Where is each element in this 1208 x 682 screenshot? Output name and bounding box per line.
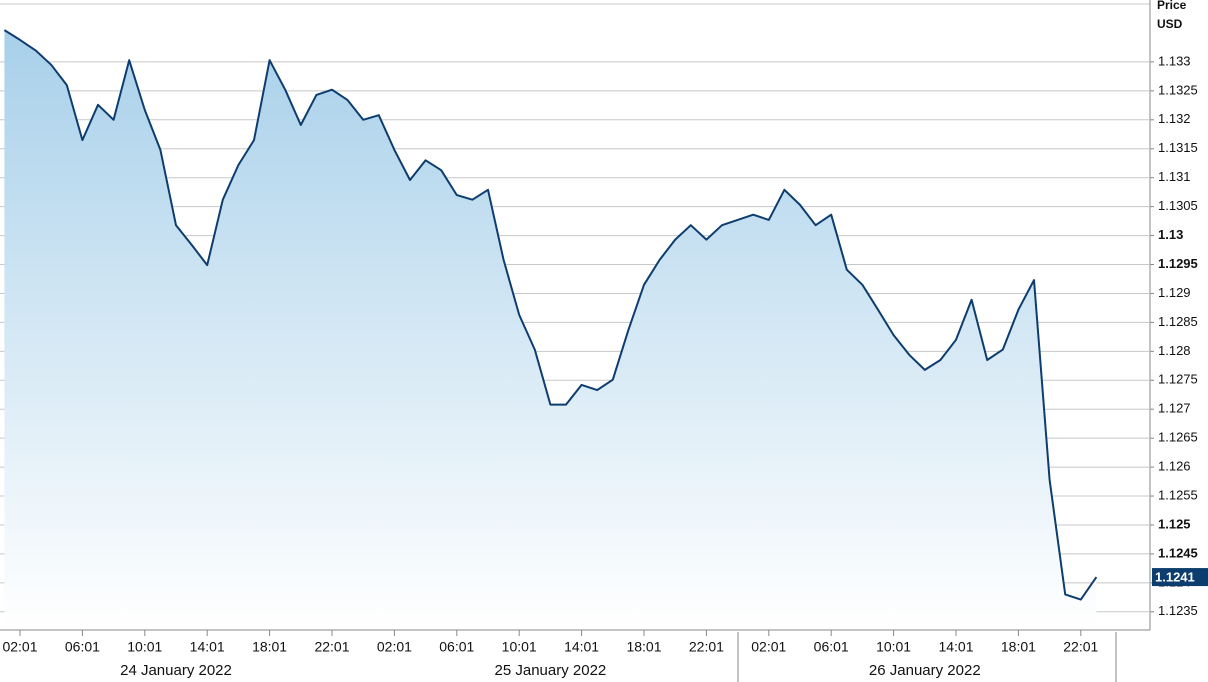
y-axis-unit: USD <box>1157 17 1183 31</box>
y-tick-label: 1.1265 <box>1158 430 1198 445</box>
y-tick-label: 1.1315 <box>1158 140 1198 155</box>
x-tick-label: 14:01 <box>190 639 225 655</box>
x-tick-label: 18:01 <box>626 639 661 655</box>
last-value-label: 1.1241 <box>1155 570 1195 585</box>
y-tick-label: 1.126 <box>1158 459 1191 474</box>
x-tick-label: 14:01 <box>938 639 973 655</box>
area <box>4 30 1097 629</box>
y-tick-label: 1.1285 <box>1158 314 1198 329</box>
y-tick-label: 1.127 <box>1158 401 1191 416</box>
x-tick-label: 10:01 <box>127 639 162 655</box>
y-tick-label: 1.13 <box>1158 227 1183 242</box>
y-tick-label: 1.128 <box>1158 343 1191 358</box>
x-tick-label: 14:01 <box>564 639 599 655</box>
x-tick-label: 06:01 <box>439 639 474 655</box>
x-tick-label: 02:01 <box>2 639 37 655</box>
x-tick-label: 06:01 <box>65 639 100 655</box>
y-tick-label: 1.1245 <box>1158 545 1198 560</box>
y-tick-label: 1.1305 <box>1158 198 1198 213</box>
x-tick-label: 02:01 <box>377 639 412 655</box>
line <box>3 29 1098 601</box>
y-tick-label: 1.129 <box>1158 285 1191 300</box>
x-tick-label: 22:01 <box>689 639 724 655</box>
x-tick-label: 10:01 <box>502 639 537 655</box>
date-label: 25 January 2022 <box>495 662 607 679</box>
plot: 1.12351.1241.12451.1251.12551.1261.12651… <box>0 29 1208 679</box>
y-tick-label: 1.133 <box>1158 53 1191 68</box>
date-label: 24 January 2022 <box>120 662 232 679</box>
x-tick-label: 18:01 <box>252 639 287 655</box>
date-label: 26 January 2022 <box>869 662 981 679</box>
y-tick-label: 1.131 <box>1158 169 1191 184</box>
y-tick-label: 1.1325 <box>1158 82 1198 97</box>
x-tick-label: 06:01 <box>814 639 849 655</box>
y-tick-label: 1.1295 <box>1158 256 1198 271</box>
x-tick-label: 02:01 <box>751 639 786 655</box>
y-tick-label: 1.1235 <box>1158 603 1198 618</box>
y-tick-label: 1.1255 <box>1158 487 1198 502</box>
x-tick-label: 18:01 <box>1001 639 1036 655</box>
last-value-box <box>1152 568 1208 587</box>
y-tick-label: 1.132 <box>1158 111 1191 126</box>
y-axis-title: Price <box>1157 0 1187 12</box>
x-tick-label: 22:01 <box>314 639 349 655</box>
x-tick-label: 22:01 <box>1063 639 1098 655</box>
x-tick-label: 10:01 <box>876 639 911 655</box>
y-tick-label: 1.125 <box>1158 516 1191 531</box>
y-tick-label: 1.1275 <box>1158 372 1198 387</box>
